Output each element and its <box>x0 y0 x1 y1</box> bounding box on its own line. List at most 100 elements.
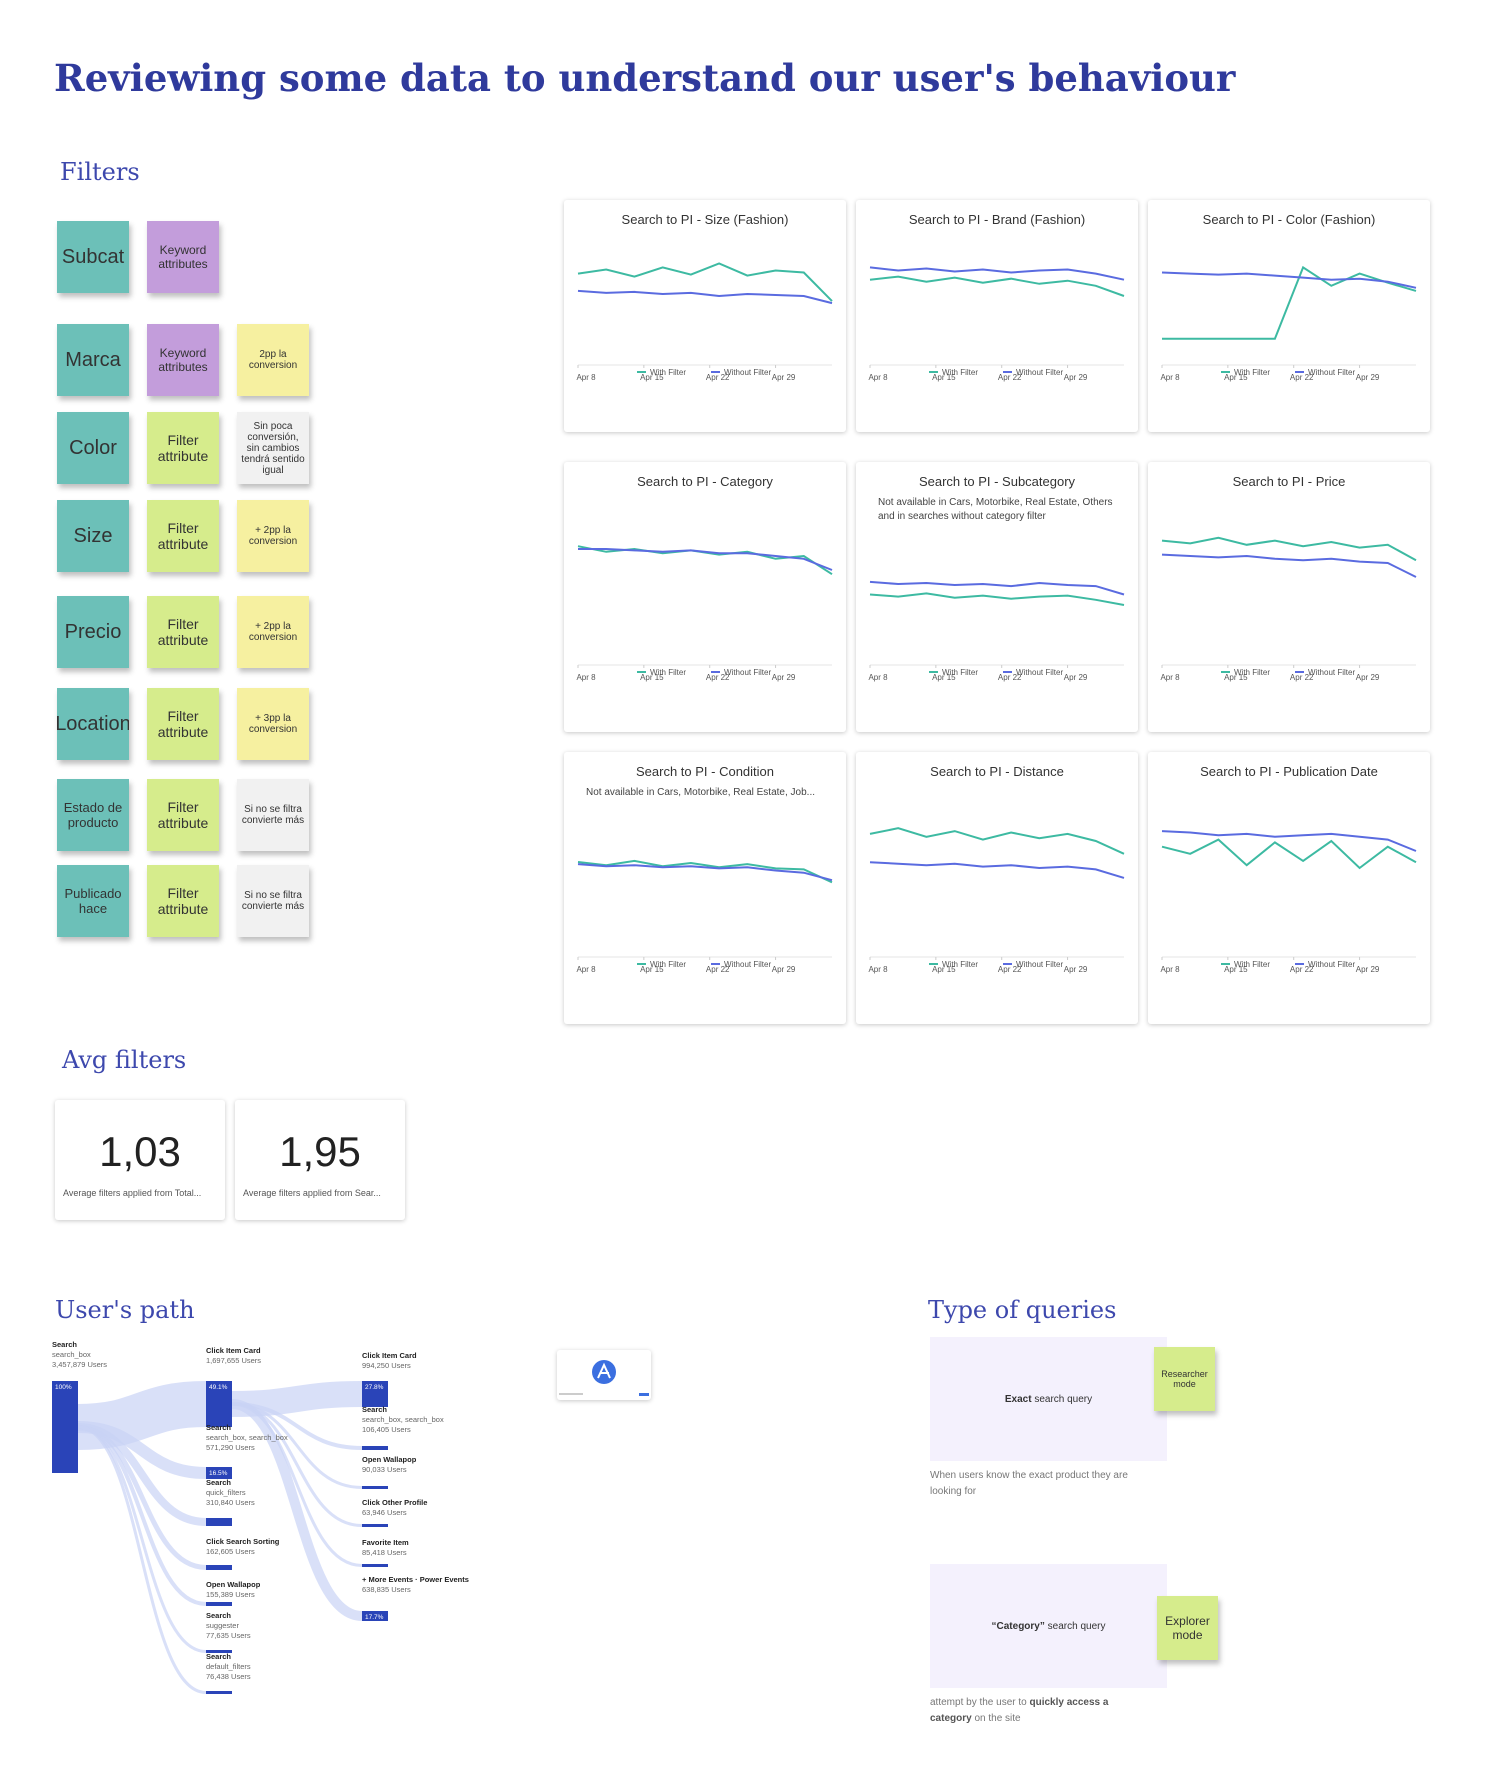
node-label: 106,405 Users <box>362 1425 411 1434</box>
sticky-note: Keyword attributes <box>147 221 219 293</box>
x-tick-label: Apr 22 <box>1290 673 1314 682</box>
chart-plot: Apr 8 Apr 15 Apr 22 Apr 29 With Filter Withou… <box>868 266 1125 382</box>
x-tick-label: Apr 8 <box>576 673 596 682</box>
x-tick-label: Apr 15 <box>1224 673 1248 682</box>
metric-value: 1,95 <box>279 1128 361 1175</box>
node-label: 63,946 Users <box>362 1508 407 1517</box>
sticky-note: Filter attribute <box>147 500 219 572</box>
chart-plot: Apr 8 Apr 15 Apr 22 Apr 29 With Filter Withou… <box>868 580 1125 682</box>
node-label: 77,635 Users <box>206 1631 251 1640</box>
flow-link <box>77 1425 207 1653</box>
sticky-note: Subcat <box>57 221 129 293</box>
node-label: 571,290 Users <box>206 1443 255 1452</box>
x-tick-label: Apr 15 <box>1224 373 1248 382</box>
node-label: search_box <box>52 1350 91 1359</box>
query-part: search query <box>1031 1393 1093 1405</box>
x-tick-label: Apr 15 <box>1224 965 1248 974</box>
series-line <box>1161 271 1417 289</box>
sticky-note: + 2pp la conversion <box>237 596 309 668</box>
x-tick-label: Apr 22 <box>998 965 1022 974</box>
page-title: Reviewing some data to understand our us… <box>54 56 1236 100</box>
caption-part: When users know the exact product they a… <box>930 1470 1128 1497</box>
metric-label: Average filters applied from Total... <box>63 1188 202 1198</box>
sticky-note: Filter attribute <box>147 779 219 851</box>
series-line <box>869 580 1125 596</box>
legend-label: Without Filter <box>1308 368 1355 377</box>
sticky-note: Sin poca conversión, sin cambios tendrá … <box>237 412 309 484</box>
chart-note: Not available in Cars, Motorbike, Real E… <box>878 497 1113 522</box>
node-label: Search <box>52 1340 77 1349</box>
series-line <box>577 863 833 882</box>
x-tick-label: Apr 29 <box>1356 373 1380 382</box>
node-label: + More Events · Power Events <box>362 1575 469 1584</box>
chart-title: Search to PI - Size (Fashion) <box>621 212 789 227</box>
widget-card <box>557 1350 651 1400</box>
series-line <box>869 861 1125 879</box>
x-tick-label: Apr 8 <box>868 373 888 382</box>
legend-label: Without Filter <box>724 960 771 969</box>
node-label: search_box, search_box <box>206 1433 288 1442</box>
chart-card: Search to PI - Category Apr 8 Apr 15 Apr 22… <box>564 462 846 732</box>
metric-label: Average filters applied from Sear... <box>243 1188 381 1198</box>
node-label: 310,840 Users <box>206 1498 255 1507</box>
node-bar <box>362 1486 388 1489</box>
caption-part: on the site <box>971 1713 1021 1724</box>
series-line <box>577 262 833 302</box>
node-bar <box>206 1650 232 1653</box>
node-label: Click Item Card <box>206 1346 261 1355</box>
x-tick-label: Apr 8 <box>1160 965 1180 974</box>
sticky-note: Estado de producto <box>57 779 129 851</box>
x-tick-label: Apr 22 <box>706 373 730 382</box>
query-text: “Category” search query <box>992 1621 1106 1632</box>
node-label: Search <box>206 1478 231 1487</box>
legend-label: With Filter <box>1234 960 1270 969</box>
legend-label: Without Filter <box>1016 368 1063 377</box>
legend-label: With Filter <box>942 368 978 377</box>
x-tick-label: Apr 15 <box>932 373 956 382</box>
legend-label: Without Filter <box>724 368 771 377</box>
x-tick-label: Apr 8 <box>576 373 596 382</box>
x-tick-label: Apr 29 <box>1356 965 1380 974</box>
node-bar <box>206 1518 232 1526</box>
series-line <box>1161 536 1417 562</box>
legend-label: With Filter <box>942 668 978 677</box>
node-bar <box>362 1524 388 1527</box>
chart-plot: Apr 8 Apr 15 Apr 22 Apr 29 With Filter Withou… <box>1160 536 1417 682</box>
node-label: 3,457,879 Users <box>52 1360 107 1369</box>
legend-label: Without Filter <box>1308 960 1355 969</box>
sticky-note: Filter attribute <box>147 688 219 760</box>
series-line <box>578 548 833 571</box>
node-bar <box>206 1381 232 1427</box>
node-bar <box>206 1691 232 1694</box>
chart-plot: Apr 8 Apr 15 Apr 22 Apr 29 With Filter Withou… <box>576 545 833 682</box>
node-label: default_filters <box>206 1662 251 1671</box>
sticky-note: Size <box>57 500 129 572</box>
mode-sticky: Researcher mode <box>1154 1347 1215 1411</box>
query-part: Exact <box>1004 1393 1032 1405</box>
x-tick-label: Apr 22 <box>1290 965 1314 974</box>
series-line <box>869 592 1125 606</box>
node-label: 85,418 Users <box>362 1548 407 1557</box>
sticky-note: Color <box>57 412 129 484</box>
x-tick-label: Apr 8 <box>576 965 596 974</box>
node-label: Search <box>206 1611 231 1620</box>
chart-title: Search to PI - Category <box>637 474 773 489</box>
widget-icon <box>559 1360 649 1396</box>
chart-title: Search to PI - Price <box>1232 474 1346 489</box>
x-tick-label: Apr 8 <box>868 965 888 974</box>
chart-card: Search to PI - Distance Apr 8 Apr 15 Apr 22… <box>856 752 1138 1024</box>
series-line <box>1161 553 1417 578</box>
chart-card: Search to PI - Size (Fashion) Apr 8 Apr 15… <box>564 200 846 432</box>
query-part: search query <box>1044 1620 1106 1632</box>
legend-label: With Filter <box>650 668 686 677</box>
chart-title: Search to PI - Publication Date <box>1200 764 1378 779</box>
legend-label: Without Filter <box>1016 668 1063 677</box>
node-pct: 17.7% <box>365 1614 384 1621</box>
node-bar <box>362 1381 388 1407</box>
x-tick-label: Apr 22 <box>706 965 730 974</box>
node-label: quick_filters <box>206 1488 246 1497</box>
chart-card: Search to PI - Subcategory Not available … <box>856 462 1138 732</box>
node-bar <box>206 1602 232 1606</box>
flow-link <box>231 1381 363 1417</box>
